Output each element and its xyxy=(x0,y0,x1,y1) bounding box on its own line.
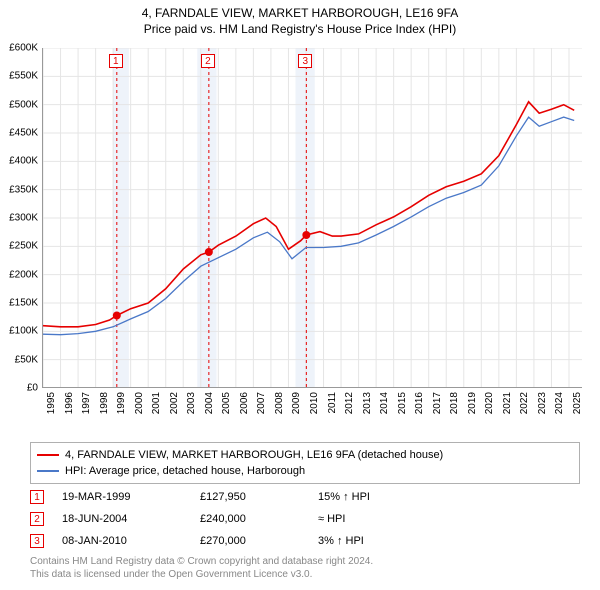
legend-label: HPI: Average price, detached house, Harb… xyxy=(65,465,305,477)
legend-swatch xyxy=(37,470,59,472)
y-tick-label: £300K xyxy=(9,213,38,224)
marker-number-box: 2 xyxy=(30,512,44,526)
chart-area: 1 2 3 xyxy=(42,48,582,388)
marker-number-box: 3 xyxy=(30,534,44,548)
marker-date: 08-JAN-2010 xyxy=(62,535,182,547)
titles: 4, FARNDALE VIEW, MARKET HARBOROUGH, LE1… xyxy=(0,0,600,36)
footnote-line: This data is licensed under the Open Gov… xyxy=(30,569,580,582)
x-tick-label: 2025 xyxy=(572,392,600,414)
legend-swatch xyxy=(37,454,59,456)
y-axis-labels: £0£50K£100K£150K£200K£250K£300K£350K£400… xyxy=(0,48,40,388)
marker-hpi: 15% ↑ HPI xyxy=(318,491,438,503)
y-tick-label: £250K xyxy=(9,241,38,252)
chart-callout-box: 2 xyxy=(201,54,215,68)
y-tick-label: £350K xyxy=(9,184,38,195)
marker-number-box: 1 xyxy=(30,490,44,504)
marker-row: 2 18-JUN-2004 £240,000 ≈ HPI xyxy=(30,508,580,530)
x-axis-labels: 1995199619971998199920002001200220032004… xyxy=(42,390,582,440)
y-tick-label: £200K xyxy=(9,269,38,280)
y-tick-label: £500K xyxy=(9,99,38,110)
legend-item: HPI: Average price, detached house, Harb… xyxy=(37,463,573,479)
marker-date: 19-MAR-1999 xyxy=(62,491,182,503)
chart-container: 4, FARNDALE VIEW, MARKET HARBOROUGH, LE1… xyxy=(0,0,600,590)
marker-table: 1 19-MAR-1999 £127,950 15% ↑ HPI 2 18-JU… xyxy=(30,486,580,552)
footnote: Contains HM Land Registry data © Crown c… xyxy=(30,556,580,581)
legend-item: 4, FARNDALE VIEW, MARKET HARBOROUGH, LE1… xyxy=(37,447,573,463)
y-tick-label: £550K xyxy=(9,71,38,82)
chart-callout-box: 1 xyxy=(109,54,123,68)
y-tick-label: £400K xyxy=(9,156,38,167)
chart-callout-box: 3 xyxy=(298,54,312,68)
legend: 4, FARNDALE VIEW, MARKET HARBOROUGH, LE1… xyxy=(30,442,580,484)
y-tick-label: £50K xyxy=(15,354,38,365)
marker-row: 3 08-JAN-2010 £270,000 3% ↑ HPI xyxy=(30,530,580,552)
marker-row: 1 19-MAR-1999 £127,950 15% ↑ HPI xyxy=(30,486,580,508)
marker-hpi: ≈ HPI xyxy=(318,513,438,525)
footnote-line: Contains HM Land Registry data © Crown c… xyxy=(30,556,580,569)
plot-svg xyxy=(42,48,582,388)
y-tick-label: £150K xyxy=(9,298,38,309)
marker-price: £270,000 xyxy=(200,535,300,547)
marker-price: £240,000 xyxy=(200,513,300,525)
marker-date: 18-JUN-2004 xyxy=(62,513,182,525)
y-tick-label: £100K xyxy=(9,326,38,337)
legend-label: 4, FARNDALE VIEW, MARKET HARBOROUGH, LE1… xyxy=(65,449,443,461)
marker-hpi: 3% ↑ HPI xyxy=(318,535,438,547)
title-subtitle: Price paid vs. HM Land Registry's House … xyxy=(0,22,600,36)
title-address: 4, FARNDALE VIEW, MARKET HARBOROUGH, LE1… xyxy=(0,6,600,20)
marker-price: £127,950 xyxy=(200,491,300,503)
y-tick-label: £450K xyxy=(9,128,38,139)
y-tick-label: £0 xyxy=(27,383,38,394)
y-tick-label: £600K xyxy=(9,43,38,54)
